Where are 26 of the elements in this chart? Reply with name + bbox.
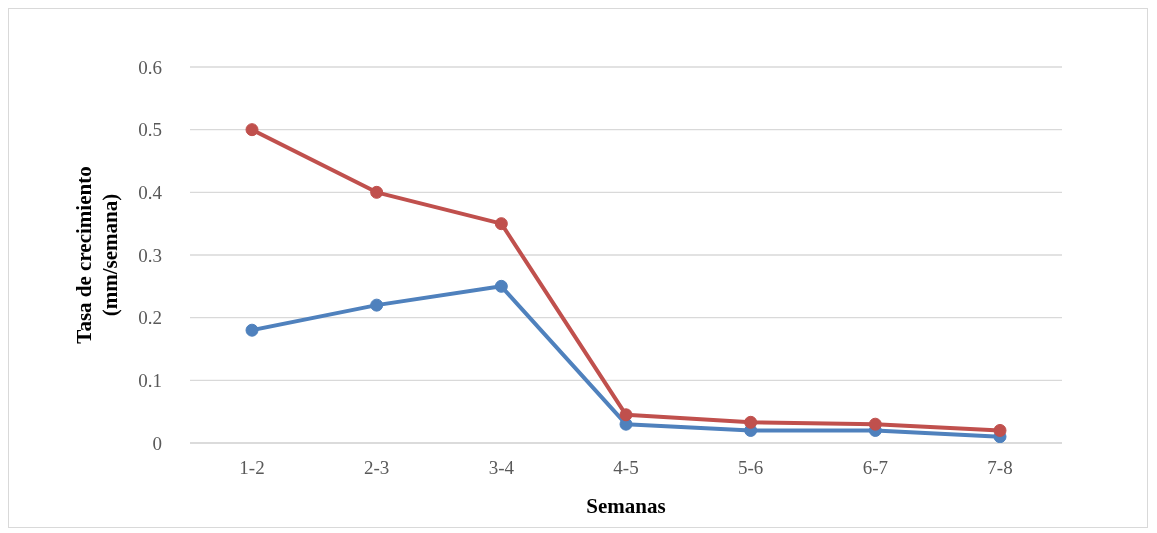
point <box>494 279 508 293</box>
point <box>245 123 259 137</box>
x-tick-label: 6-7 <box>862 457 888 479</box>
point <box>744 415 758 429</box>
y-tick-label: 0 <box>152 432 162 454</box>
point <box>494 217 508 231</box>
point <box>993 423 1007 437</box>
point <box>370 298 384 312</box>
y-tick-label: 0.2 <box>138 307 162 329</box>
y-tick-label: 0.4 <box>138 182 163 204</box>
x-tick-label: 3-4 <box>488 457 515 479</box>
y-tick-label: 0.5 <box>138 119 162 141</box>
y-tick-label: 0.1 <box>138 370 162 392</box>
x-tick-label: 2-3 <box>364 457 390 479</box>
point <box>370 185 384 199</box>
y-axis-title: Tasa de crecimiento (mm/semana) <box>72 166 122 344</box>
point <box>619 408 633 422</box>
y-tick-label: 0.6 <box>138 56 162 78</box>
x-tick-label: 5-6 <box>738 457 764 479</box>
x-tick-label: 7-8 <box>987 457 1013 479</box>
x-axis-title: Semanas <box>586 494 666 518</box>
y-tick-label: 0.3 <box>138 244 162 266</box>
point <box>245 323 259 337</box>
x-tick-label: 4-5 <box>613 457 639 479</box>
point <box>868 417 882 431</box>
x-tick-label: 1-2 <box>239 457 265 479</box>
